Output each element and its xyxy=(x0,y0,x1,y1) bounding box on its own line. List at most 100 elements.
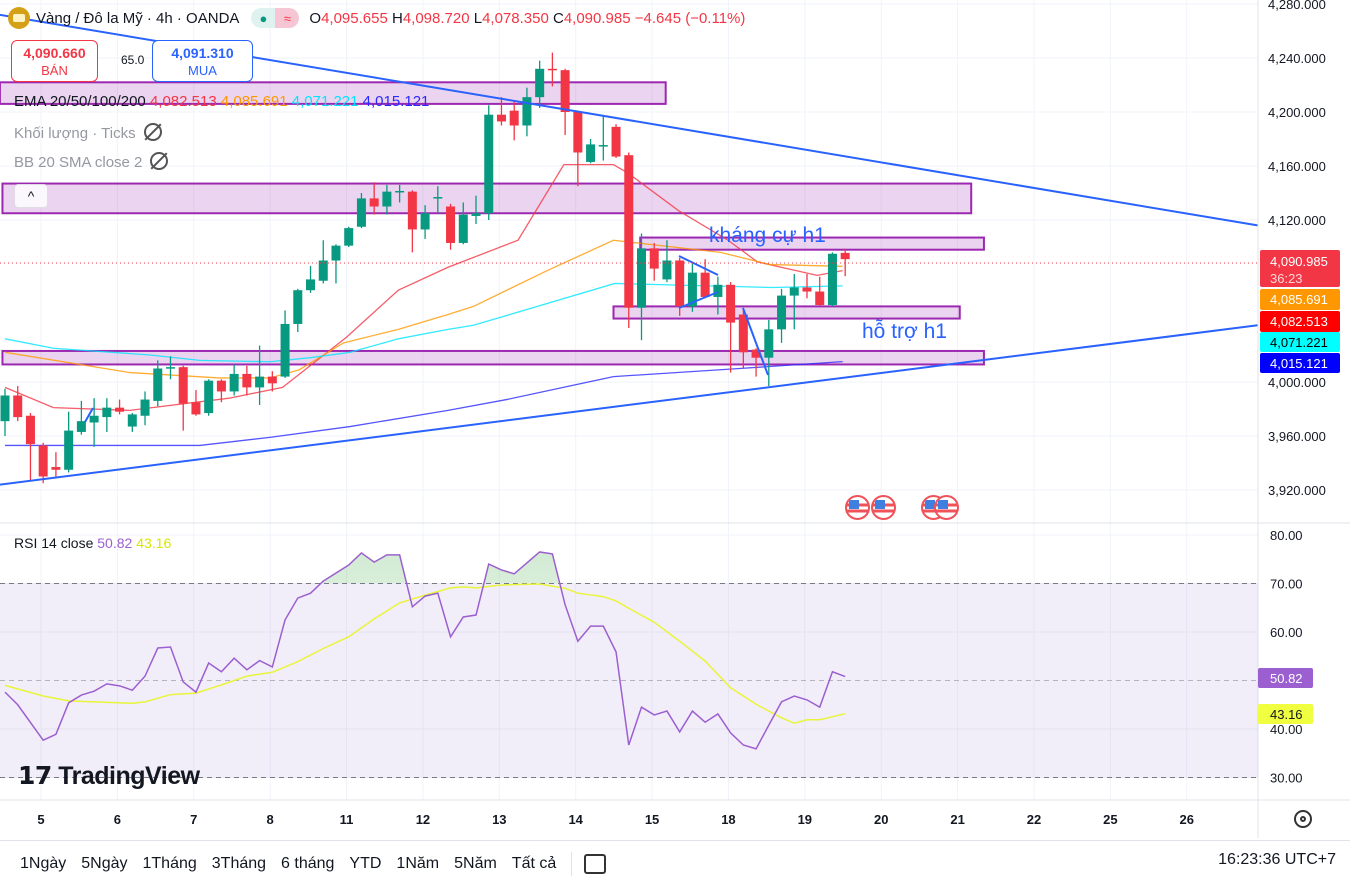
range-all[interactable]: Tất cả xyxy=(511,855,557,872)
rsi-tick-label: 80.00 xyxy=(1270,528,1303,543)
candle-body xyxy=(140,399,150,416)
settings-gear-icon[interactable] xyxy=(1294,810,1312,828)
buy-price: 4,091.310 xyxy=(171,45,234,61)
candle-body xyxy=(280,323,290,377)
candle-body xyxy=(789,287,799,296)
time-tick-label: 22 xyxy=(1027,812,1041,827)
ema50-line xyxy=(4,239,843,379)
price-tick-label: 4,000.000 xyxy=(1268,375,1326,390)
range-3m[interactable]: 3Tháng xyxy=(211,855,267,872)
candle-body xyxy=(509,110,519,126)
candle xyxy=(267,371,277,392)
candle xyxy=(700,259,710,299)
time-tick-label: 18 xyxy=(721,812,735,827)
candle xyxy=(649,242,659,281)
candle xyxy=(509,101,519,141)
candle-body xyxy=(713,284,723,297)
candle xyxy=(407,190,417,253)
candle xyxy=(293,288,303,333)
rsi-band xyxy=(0,583,1258,778)
ema-legend[interactable]: EMA 20/50/100/200 4,082.513 4,085.691 4,… xyxy=(14,93,429,110)
candle-body xyxy=(700,272,710,297)
candle-body xyxy=(802,287,812,292)
candle xyxy=(216,379,226,403)
collapse-legend-button[interactable]: ^ xyxy=(14,184,48,208)
ohlc-values: O4,095.655 H4,098.720 L4,078.350 C4,090.… xyxy=(309,10,745,27)
candle xyxy=(38,442,48,484)
us-flag-event-icon[interactable] xyxy=(934,495,959,520)
bb-legend[interactable]: BB 20 SMA close 2 xyxy=(14,152,169,171)
time-tick-label: 11 xyxy=(340,812,354,827)
candle xyxy=(713,276,723,315)
sell-button[interactable]: 4,090.660 BÁN xyxy=(11,40,98,82)
time-tick-label: 25 xyxy=(1103,812,1117,827)
time-tick-label: 20 xyxy=(874,812,888,827)
ascending-support-trendline xyxy=(0,324,1258,486)
volume-legend[interactable]: Khối lượng · Ticks xyxy=(14,123,162,142)
candle-body xyxy=(369,198,379,207)
pattern-line xyxy=(742,307,769,376)
candle-body xyxy=(306,279,316,291)
candle-body xyxy=(611,126,621,157)
delayed-data-icon[interactable]: ≈ xyxy=(275,8,300,28)
candle-body xyxy=(751,349,761,358)
price-tick-label: 4,200.000 xyxy=(1268,105,1326,120)
candle-body xyxy=(764,329,774,358)
candle-body xyxy=(229,373,239,392)
range-1d[interactable]: 1Ngày xyxy=(20,855,67,872)
candle-body xyxy=(13,395,23,418)
candle-body xyxy=(547,68,557,71)
status-badges[interactable]: ● ≈ xyxy=(251,8,300,28)
candle xyxy=(318,240,328,284)
candle xyxy=(624,152,634,328)
low-label: L xyxy=(473,9,483,27)
market-open-icon[interactable]: ● xyxy=(251,8,276,28)
range-1m[interactable]: 1Tháng xyxy=(142,855,197,872)
us-flag-event-icon[interactable] xyxy=(845,495,870,520)
candle xyxy=(242,365,252,396)
symbol-header: Vàng / Đô la Mỹ · 4h · OANDA ● ≈ O4,095.… xyxy=(8,7,745,29)
hidden-eye-icon[interactable] xyxy=(143,123,162,141)
tradingview-logo[interactable]: 𝟭𝟳 TradingView xyxy=(18,761,200,791)
candle xyxy=(751,348,761,377)
buy-button[interactable]: 4,091.310 MUA xyxy=(152,40,253,82)
time-tick-label: 15 xyxy=(645,812,659,827)
rsi-legend[interactable]: RSI 14 close 50.82 43.16 xyxy=(14,535,171,551)
us-flag-event-icon[interactable] xyxy=(871,495,896,520)
candle-body xyxy=(255,376,265,388)
candle xyxy=(89,398,99,447)
range-1y[interactable]: 1Năm xyxy=(396,855,440,872)
candle xyxy=(446,203,456,250)
open-label: O xyxy=(309,9,322,27)
symbol-title[interactable]: Vàng / Đô la Mỹ · 4h · OANDA xyxy=(36,9,240,27)
pattern-line xyxy=(678,255,719,276)
candle xyxy=(573,110,583,187)
range-6m[interactable]: 6 tháng xyxy=(281,855,335,872)
range-5y[interactable]: 5Năm xyxy=(454,855,497,872)
rsi-value-label: 50.82 xyxy=(1270,671,1303,686)
candle-body xyxy=(738,314,748,353)
candle xyxy=(764,319,774,387)
candle xyxy=(815,276,825,307)
clock-timezone[interactable]: 16:23:36 UTC+7 xyxy=(1218,851,1336,868)
rsi-tick-label: 30.00 xyxy=(1270,771,1303,786)
time-tick-label: 13 xyxy=(492,812,506,827)
price-tick-label: 3,960.000 xyxy=(1268,429,1326,444)
last-price-label: 4,090.985 xyxy=(1270,254,1328,269)
time-tick-label: 7 xyxy=(190,812,197,827)
last-price-tag xyxy=(1260,250,1340,287)
range-5d[interactable]: 5Ngày xyxy=(81,855,128,872)
hidden-eye-icon[interactable] xyxy=(150,152,169,170)
time-tick-label: 12 xyxy=(416,812,430,827)
candle-body xyxy=(662,260,672,280)
range-ytd[interactable]: YTD xyxy=(349,855,382,872)
resistance-annotation[interactable]: kháng cự h1 xyxy=(709,224,826,247)
rsi-ma-label: 43.16 xyxy=(1270,707,1303,722)
price-tick-label: 4,120.000 xyxy=(1268,213,1326,228)
support-annotation[interactable]: hỗ trợ h1 xyxy=(862,320,947,343)
candle xyxy=(306,265,316,293)
tv-logo-mark-icon: 𝟭𝟳 xyxy=(18,762,59,790)
go-to-date-calendar-icon[interactable] xyxy=(584,854,607,874)
time-tick-label: 5 xyxy=(37,812,44,827)
